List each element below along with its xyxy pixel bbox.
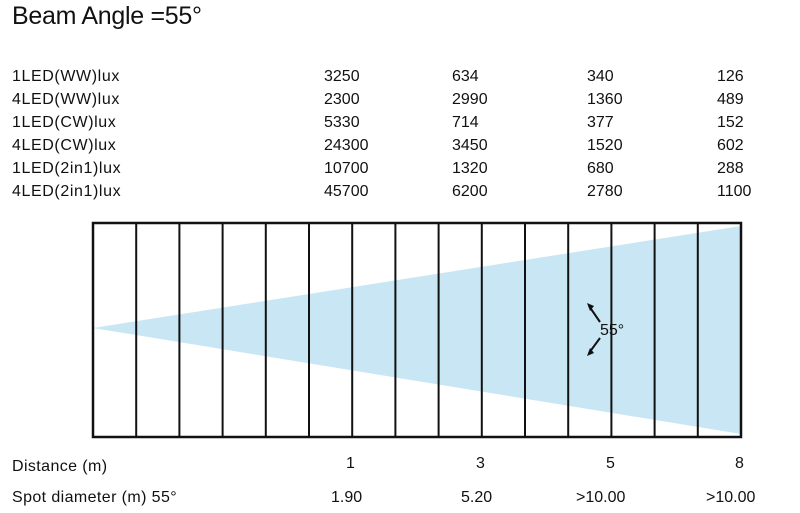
row-label: 1LED(2in1)lux [12, 160, 122, 177]
lux-value: 10700 [324, 160, 369, 177]
lux-value: 2780 [587, 183, 623, 200]
lux-value: 1520 [587, 137, 623, 154]
lux-value: 24300 [324, 137, 369, 154]
spot-diameter-value: >10.00 [576, 489, 626, 506]
lux-value: 152 [717, 114, 744, 131]
grid-lines [135, 223, 699, 437]
table-row: 4LED(CW)lux 24300 3450 1520 602 [12, 137, 792, 159]
lux-value: 602 [717, 137, 744, 154]
lux-value: 714 [452, 114, 479, 131]
table-row: 4LED(2in1)lux 45700 6200 2780 1100 [12, 183, 792, 205]
beam-cone [93, 226, 741, 434]
page-title: Beam Angle =55° [12, 2, 202, 30]
lux-value: 1320 [452, 160, 488, 177]
lux-value: 2300 [324, 91, 360, 108]
spot-diameter-value: 1.90 [331, 489, 363, 506]
diagram-frame [91, 221, 743, 439]
distance-value: 1 [346, 455, 355, 472]
lux-value: 126 [717, 68, 744, 85]
row-label: 1LED(WW)lux [12, 68, 120, 85]
spot-diameter-value: 5.20 [461, 489, 493, 506]
distance-label: Distance (m) [12, 458, 108, 475]
distance-value: 8 [735, 455, 744, 472]
row-label: 4LED(2in1)lux [12, 183, 122, 200]
lux-value: 489 [717, 91, 744, 108]
lux-value: 3250 [324, 68, 360, 85]
lux-value: 288 [717, 160, 744, 177]
table-row: 4LED(WW)lux 2300 2990 1360 489 [12, 91, 792, 113]
lux-value: 1360 [587, 91, 623, 108]
lux-value: 634 [452, 68, 479, 85]
beam-angle-label: 55° [600, 322, 624, 339]
spot-diameter-value: >10.00 [706, 489, 756, 506]
lux-value: 1100 [717, 183, 752, 200]
distance-value: 5 [606, 455, 615, 472]
lux-value: 5330 [324, 114, 360, 131]
lux-value: 377 [587, 114, 614, 131]
table-row: 1LED(CW)lux 5330 714 377 152 [12, 114, 792, 136]
lux-value: 340 [587, 68, 614, 85]
table-row: 1LED(WW)lux 3250 634 340 126 [12, 68, 792, 90]
row-label: 4LED(CW)lux [12, 137, 117, 154]
row-label: 1LED(CW)lux [12, 114, 117, 131]
lux-value: 45700 [324, 183, 369, 200]
lux-value: 3450 [452, 137, 488, 154]
lux-value: 2990 [452, 91, 488, 108]
angle-arrow-icon [587, 303, 601, 356]
lux-value: 6200 [452, 183, 488, 200]
lux-value: 680 [587, 160, 614, 177]
spot-diameter-label: Spot diameter (m) 55° [12, 489, 178, 506]
table-row: 1LED(2in1)lux 10700 1320 680 288 [12, 160, 792, 182]
row-label: 4LED(WW)lux [12, 91, 120, 108]
distance-value: 3 [476, 455, 485, 472]
